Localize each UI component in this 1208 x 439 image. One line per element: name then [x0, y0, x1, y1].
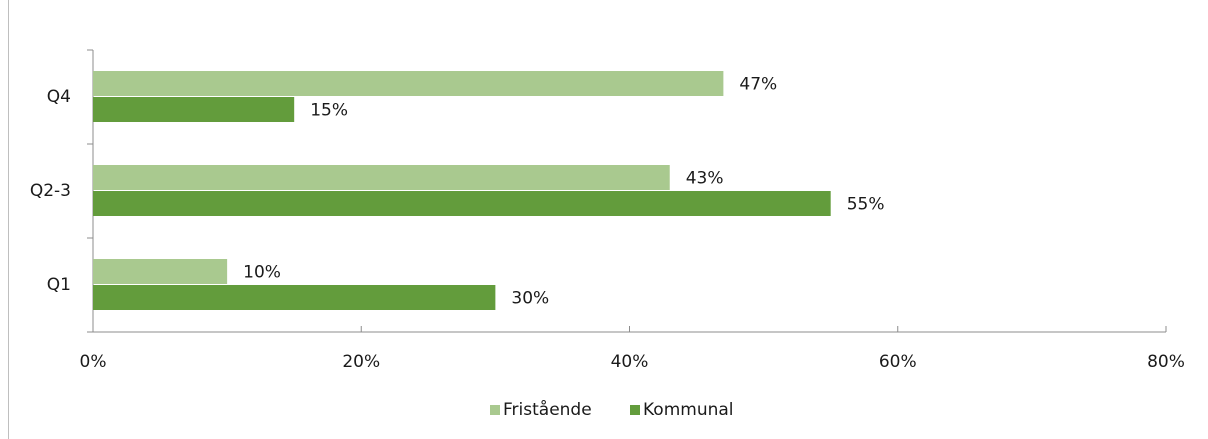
- y-tick-label: Q4: [47, 87, 71, 107]
- bar: [93, 71, 724, 96]
- bar: [93, 191, 831, 216]
- y-tick-label: Q2-3: [30, 181, 71, 201]
- x-tick-label: 40%: [611, 352, 649, 372]
- value-label: 30%: [511, 289, 549, 309]
- bar: [93, 97, 295, 122]
- value-label: 15%: [310, 101, 348, 121]
- legend-swatch: [630, 405, 640, 415]
- legend-label: Fristående: [503, 399, 592, 420]
- y-tick-label: Q1: [47, 275, 71, 295]
- legend-label: Kommunal: [643, 400, 734, 420]
- x-tick-label: 80%: [1147, 352, 1185, 372]
- x-tick-label: 20%: [342, 352, 380, 372]
- bar: [93, 285, 496, 310]
- value-label: 10%: [243, 263, 281, 283]
- x-tick-label: 0%: [80, 352, 107, 372]
- value-label: 47%: [739, 75, 777, 95]
- value-label: 55%: [847, 195, 885, 215]
- x-tick-label: 60%: [879, 352, 917, 372]
- bar: [93, 165, 670, 190]
- bar: [93, 259, 228, 284]
- value-label: 43%: [686, 169, 724, 189]
- legend-swatch: [490, 405, 500, 415]
